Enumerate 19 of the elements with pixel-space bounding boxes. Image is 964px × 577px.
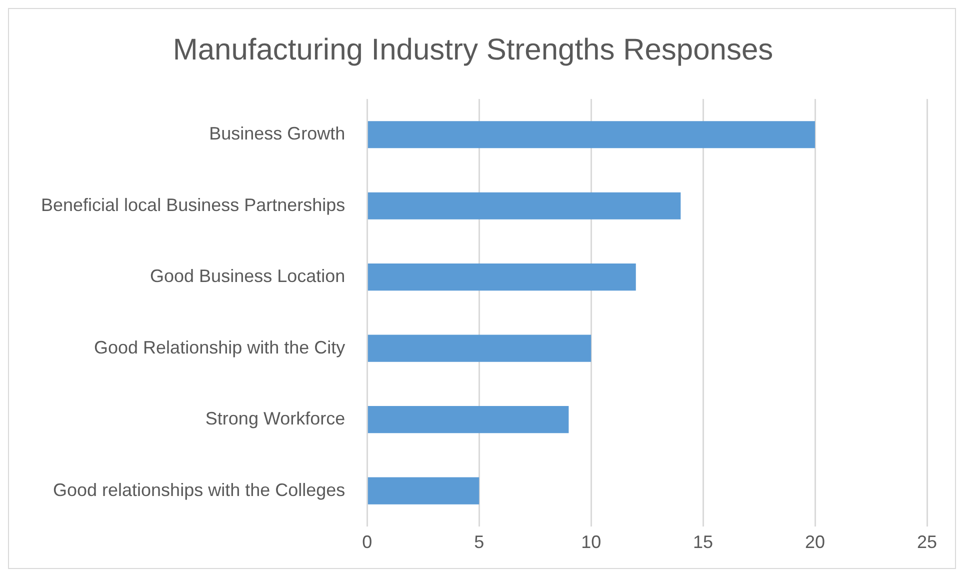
x-tick-label: 25 bbox=[916, 532, 938, 552]
x-tick-label: 20 bbox=[805, 532, 826, 552]
y-tick-label: Good Business Location bbox=[150, 266, 346, 286]
x-tick-label: 5 bbox=[474, 532, 484, 552]
y-tick-label: Good Relationship with the City bbox=[94, 337, 346, 358]
bar bbox=[368, 406, 569, 434]
bar bbox=[368, 192, 681, 220]
chart-title: Manufacturing Industry Strengths Responses bbox=[172, 33, 774, 66]
y-tick-label: Business Growth bbox=[209, 124, 346, 144]
y-tick-label: Good relationships with the Colleges bbox=[52, 480, 346, 500]
bar bbox=[368, 121, 816, 148]
bar bbox=[368, 334, 592, 362]
x-tick-label: 0 bbox=[362, 532, 372, 552]
x-tick-label: 15 bbox=[693, 532, 714, 552]
x-tick-label: 10 bbox=[581, 532, 602, 552]
bar bbox=[368, 264, 636, 291]
bar bbox=[368, 477, 480, 504]
y-tick-label: Strong Workforce bbox=[205, 408, 346, 429]
y-tick-label: Beneficial local Business Partnerships bbox=[41, 194, 346, 215]
